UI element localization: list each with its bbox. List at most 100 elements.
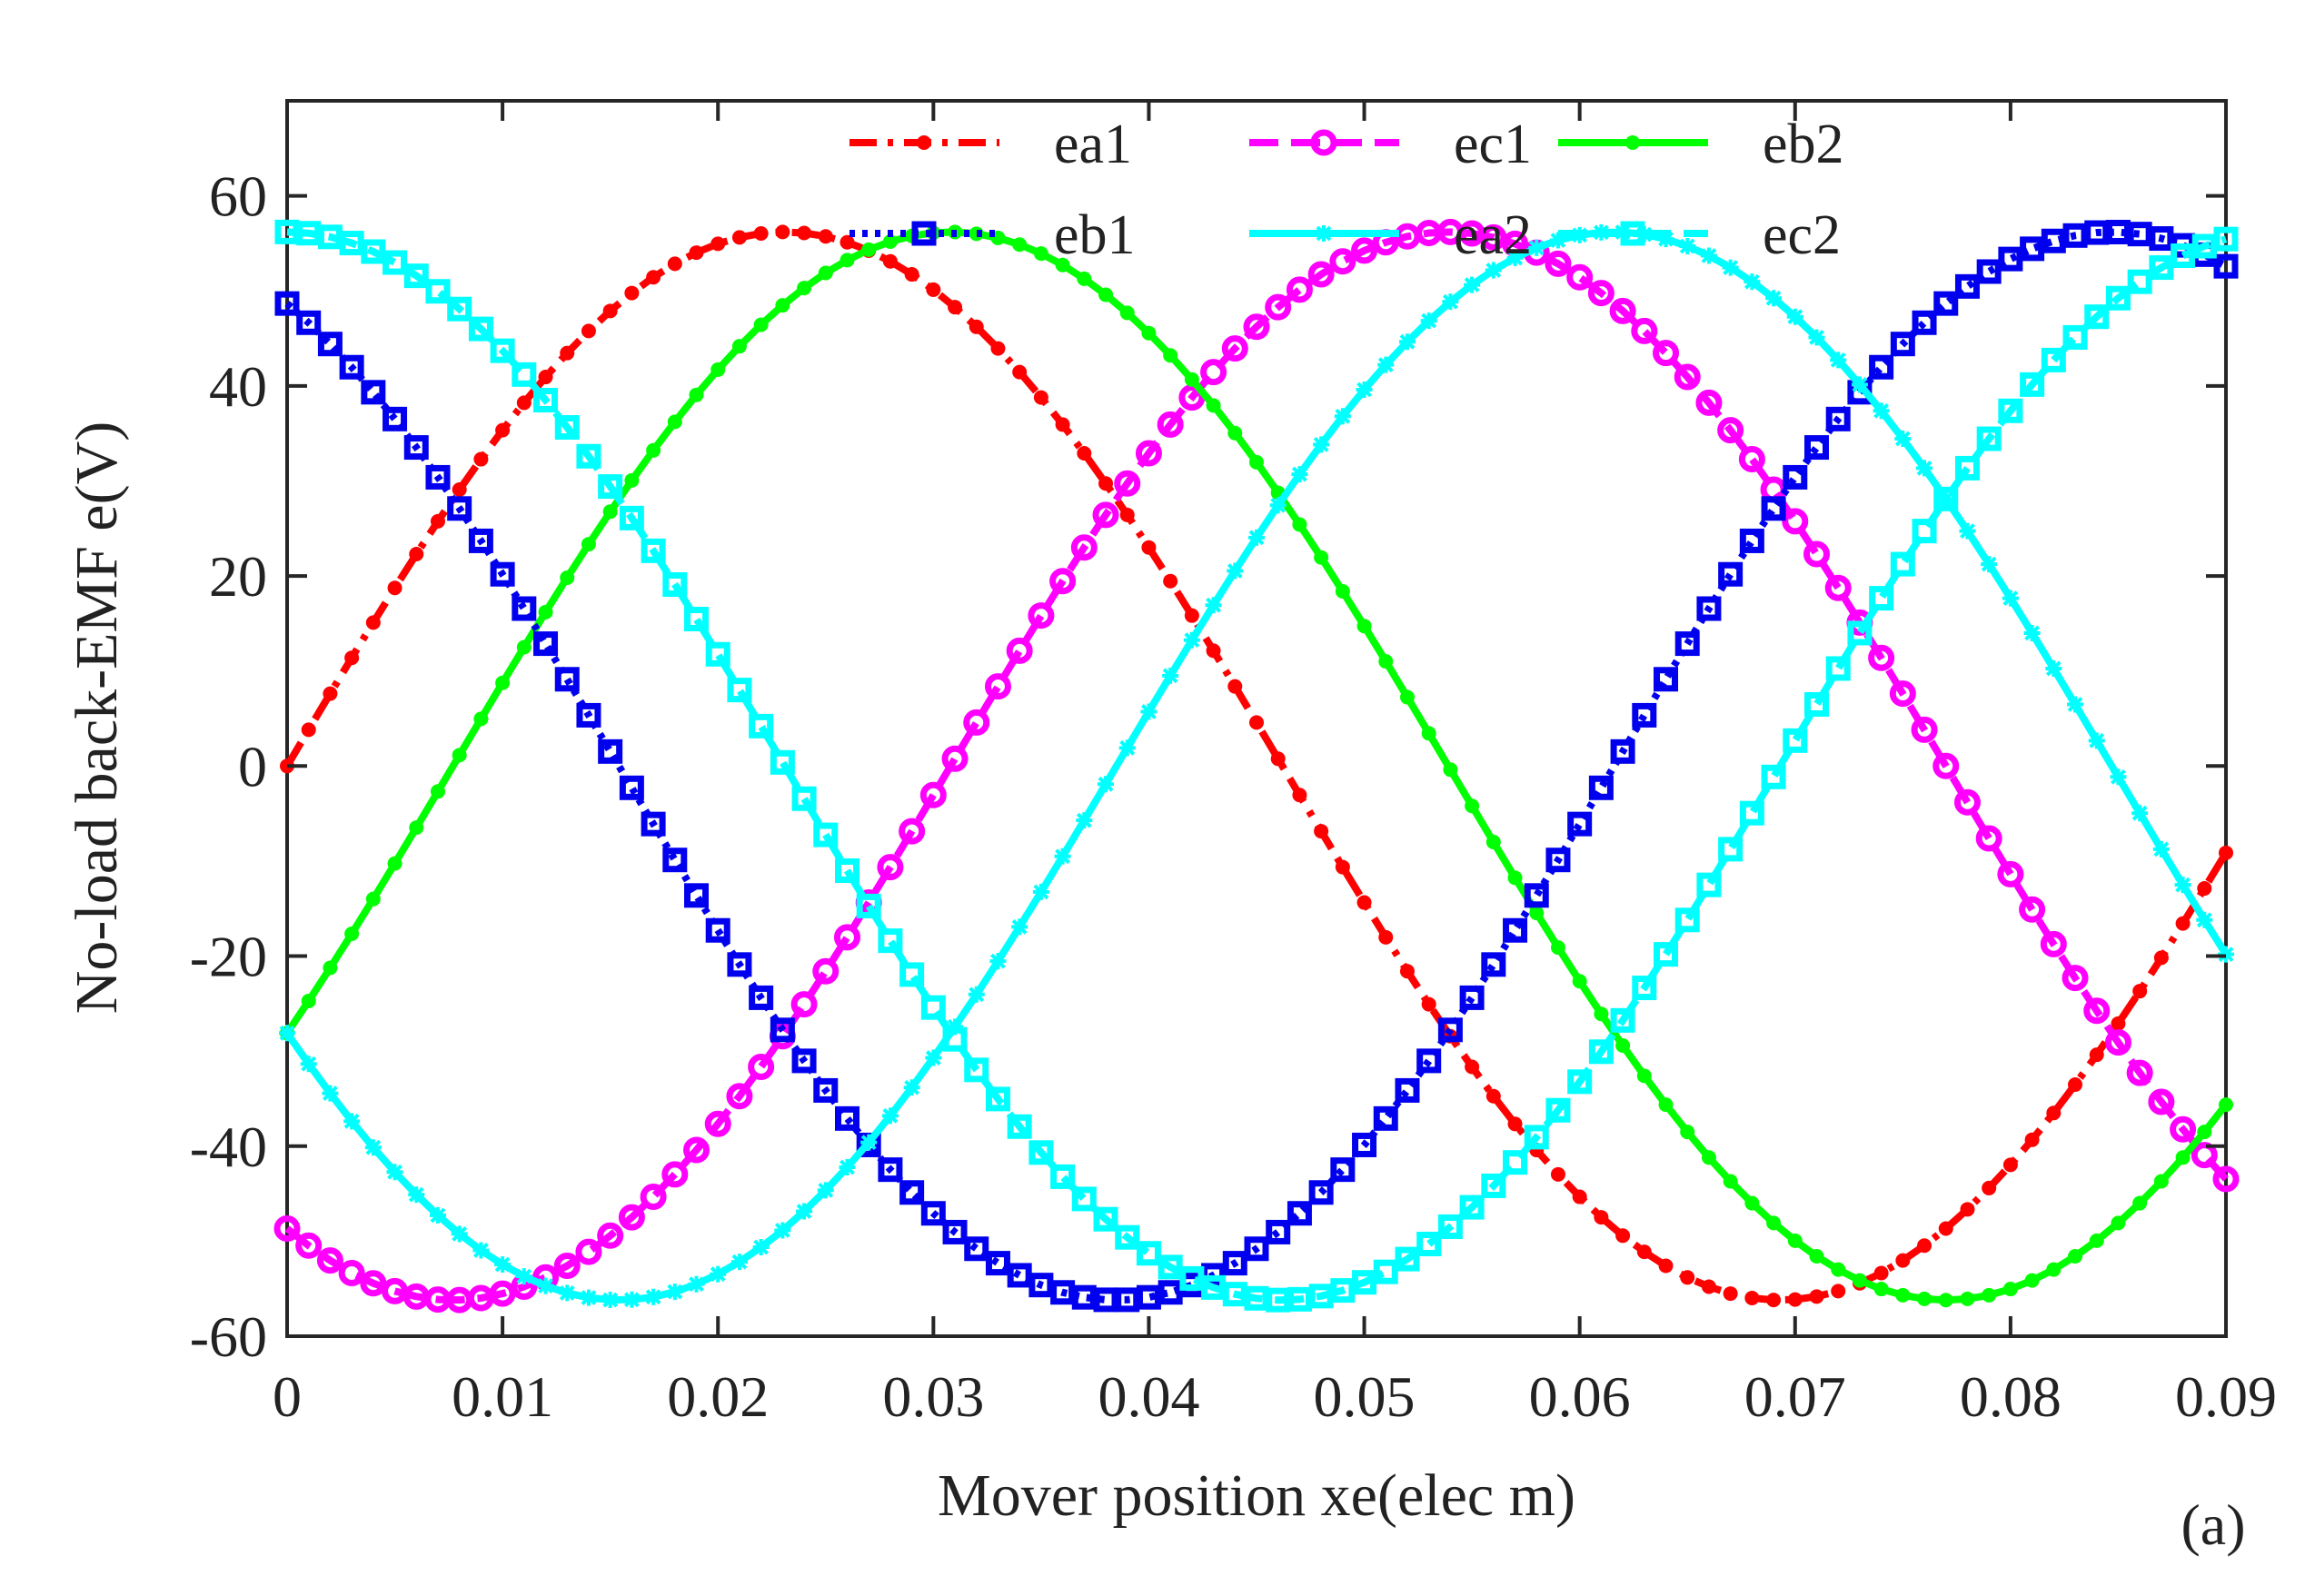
data-point-eb2 (1744, 1195, 1760, 1211)
data-point-eb1 (1976, 259, 2002, 284)
data-point-ea2 (2131, 805, 2149, 822)
data-point-ea2 (1054, 848, 1071, 865)
data-point-ea1 (1572, 1189, 1587, 1204)
data-point-ea1 (2197, 881, 2212, 897)
data-point-ec2 (791, 786, 817, 811)
data-point-eb1 (1718, 561, 1744, 587)
data-point-ec2 (598, 474, 623, 500)
data-point-eb1 (1933, 291, 1959, 316)
data-point-eb2 (1421, 726, 1436, 741)
data-point-eb1 (403, 435, 429, 461)
data-point-ec2 (1847, 620, 1873, 646)
data-point-ea2 (279, 1025, 295, 1042)
data-point-eb2 (602, 504, 618, 520)
x-axis-label: Mover position xe(elec m) (938, 1462, 1575, 1529)
data-point-eb2 (2046, 1262, 2062, 1277)
data-point-eb2 (2111, 1215, 2126, 1231)
data-point-ec2 (1395, 1246, 1420, 1272)
data-point-ea1 (409, 547, 424, 562)
data-point-eb2 (1572, 974, 1587, 989)
series-ec1 (273, 218, 2240, 1313)
data-point-ea2 (968, 986, 985, 1003)
x-tick-label: 0.02 (667, 1364, 769, 1429)
data-point-ea1 (1206, 643, 1221, 659)
data-point-ea2 (1722, 259, 1739, 276)
data-point-eb2 (2068, 1248, 2083, 1264)
data-point-eb1 (598, 739, 623, 764)
data-point-eb1 (1803, 435, 1829, 461)
data-point-ec2 (985, 1086, 1010, 1112)
data-point-eb2 (1077, 271, 1092, 286)
data-point-ec2 (813, 822, 839, 848)
data-point-eb1 (1954, 273, 1980, 299)
data-point-eb1 (1115, 1287, 1140, 1313)
data-point-ea1 (2068, 1077, 2083, 1093)
data-point-eb1 (383, 406, 408, 431)
data-point-ea2 (2067, 696, 2084, 713)
data-point-ea1 (667, 256, 682, 272)
data-point-eb2 (387, 856, 402, 871)
data-point-ec2 (1610, 1007, 1635, 1033)
data-point-eb2 (1012, 237, 1028, 253)
data-point-eb1 (1266, 1219, 1291, 1244)
data-point-ec1 (984, 673, 1011, 700)
series-ea1 (280, 224, 2233, 1308)
data-point-eb1 (296, 310, 322, 335)
data-point-ec2 (2213, 226, 2239, 252)
data-point-ea2 (1162, 667, 1179, 684)
data-point-ea2 (1076, 812, 1093, 829)
data-point-ec1 (1221, 335, 1248, 362)
data-point-ea2 (1700, 247, 1717, 264)
data-point-eb1 (490, 561, 515, 587)
data-point-ec1 (575, 1238, 602, 1265)
data-point-ea1 (1485, 1088, 1501, 1104)
data-point-eb2 (1615, 1038, 1631, 1054)
data-point-eb2 (689, 387, 704, 402)
data-point-eb1 (942, 1219, 968, 1244)
data-point-ec1 (1545, 250, 1572, 277)
data-point-ec1 (1587, 280, 1615, 307)
data-point-ea1 (473, 451, 489, 467)
data-point-ec2 (1373, 1259, 1398, 1284)
data-point-eb1 (2213, 253, 2239, 279)
x-tick-label: 0.01 (452, 1364, 553, 1429)
data-point-eb1 (1416, 1048, 1442, 1074)
data-point-ea1 (1335, 859, 1350, 875)
data-point-ec2 (554, 415, 580, 441)
data-point-ec2 (2191, 233, 2217, 259)
legend-entry-ec1: ec1 (1249, 114, 1532, 175)
data-point-ea1 (2219, 845, 2233, 860)
data-point-eb1 (684, 883, 710, 908)
data-point-eb1 (1503, 917, 1528, 943)
data-point-ea2 (2110, 768, 2127, 786)
data-point-ea2 (1313, 436, 1330, 453)
data-point-ea1 (2046, 1105, 2062, 1121)
data-point-ea2 (1032, 883, 1049, 900)
y-tick-label: 0 (238, 734, 267, 798)
data-point-ec1 (683, 1136, 710, 1164)
data-point-ec2 (425, 279, 451, 304)
axis-layer: 0 0.01 0.02 0.03 0.04 0.05 0.06 0.07 0.08 0.09 -60… (190, 101, 2277, 1429)
data-point-eb1 (770, 1017, 795, 1043)
data-point-ec2 (447, 296, 472, 322)
data-point-eb2 (581, 537, 596, 552)
data-point-ec1 (2191, 1142, 2218, 1169)
data-point-eb2 (840, 253, 855, 268)
data-point-ec2 (383, 250, 408, 275)
data-point-ec2 (1352, 1270, 1377, 1295)
data-point-eb1 (2105, 219, 2131, 244)
data-point-eb1 (1050, 1280, 1076, 1305)
data-point-eb1 (920, 1201, 946, 1226)
data-point-ea1 (1766, 1293, 1782, 1308)
data-point-ec1 (2126, 1059, 2153, 1086)
data-point-eb1 (834, 1105, 859, 1131)
data-point-ea1 (1917, 1238, 1932, 1254)
x-tick-label: 0.06 (1529, 1364, 1631, 1429)
data-point-ea1 (2002, 1157, 2018, 1173)
data-point-ec2 (878, 928, 903, 954)
data-point-ea1 (452, 482, 467, 498)
data-point-eb2 (1636, 1068, 1652, 1084)
data-point-ea2 (1959, 522, 1976, 540)
data-point-ea2 (2152, 840, 2170, 857)
series-line-eb1 (284, 228, 2228, 1304)
